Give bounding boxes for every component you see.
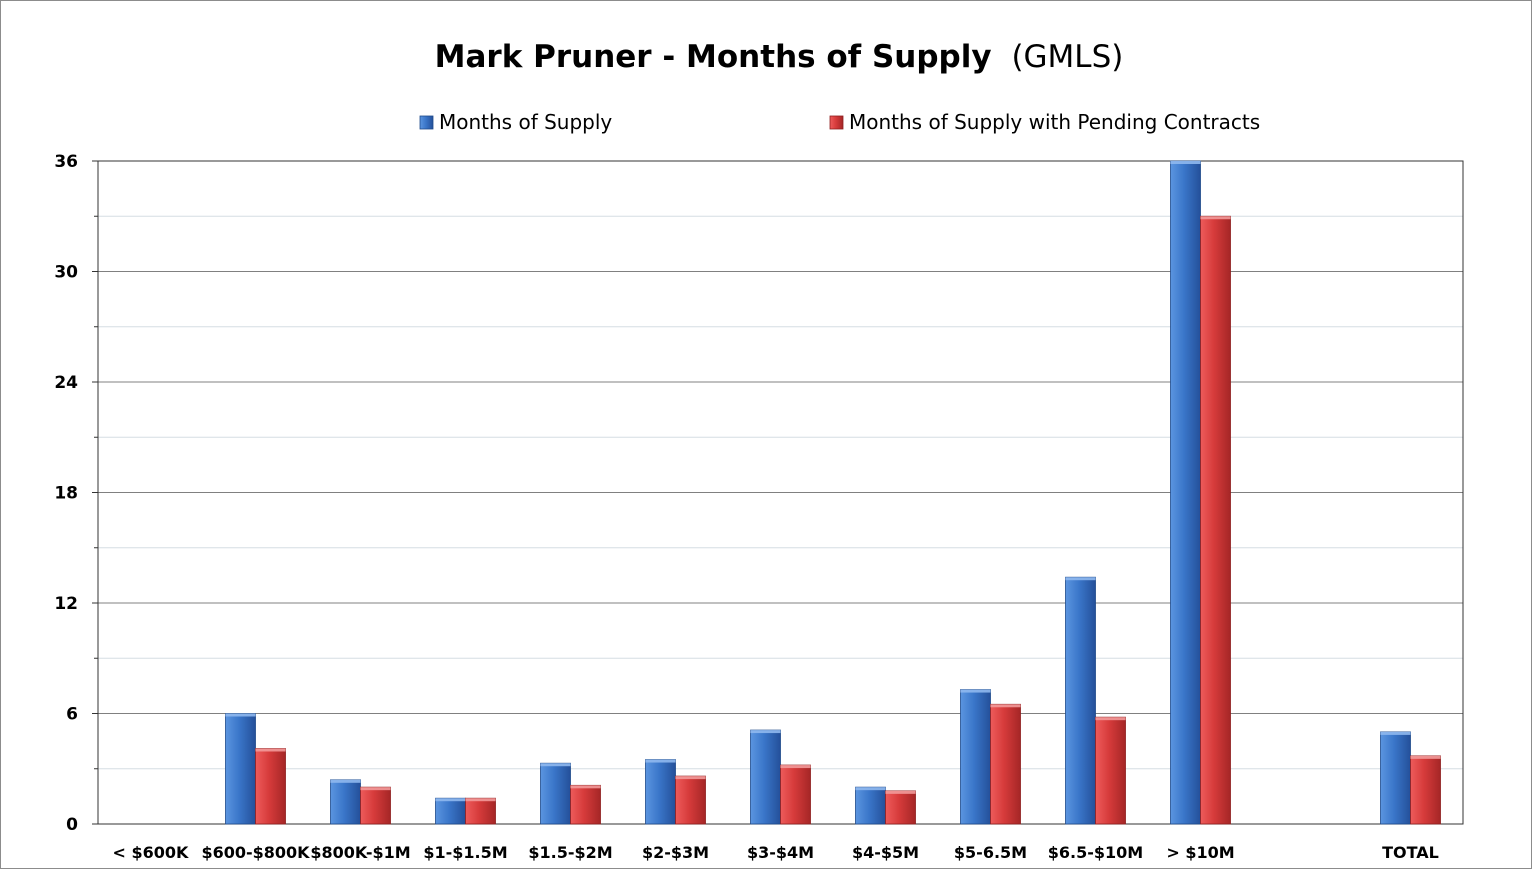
bar-pending-contracts bbox=[675, 775, 706, 825]
bar-pending-contracts bbox=[990, 703, 1021, 825]
bar-pending-contracts bbox=[465, 797, 496, 825]
y-tick-label: 30 bbox=[54, 263, 78, 283]
x-tick-label: $1-$1.5M bbox=[423, 843, 507, 862]
svg-text:Mark Pruner - Months of Supply: Mark Pruner - Months of Supply (GMLS) bbox=[435, 39, 1124, 75]
bars bbox=[225, 160, 1441, 825]
bar-pending-contracts bbox=[360, 786, 391, 825]
y-tick-label: 36 bbox=[54, 152, 78, 172]
bar-months-of-supply bbox=[645, 759, 676, 825]
legend-swatch bbox=[419, 115, 434, 130]
x-tick-label: $4-$5M bbox=[852, 843, 919, 862]
bar-pending-contracts bbox=[1200, 215, 1231, 825]
legend-swatch bbox=[829, 115, 844, 130]
y-tick-label: 0 bbox=[66, 815, 78, 835]
x-tick-label: $600-$800K bbox=[201, 843, 310, 862]
legend-entry-1: Months of Supply with Pending Contracts bbox=[829, 110, 1260, 134]
bar-months-of-supply bbox=[225, 713, 256, 825]
x-tick-label: $2-$3M bbox=[642, 843, 709, 862]
bar-months-of-supply bbox=[1065, 576, 1096, 825]
bar-months-of-supply bbox=[855, 786, 886, 825]
x-tick-label: $3-$4M bbox=[747, 843, 814, 862]
bar-months-of-supply bbox=[1380, 731, 1411, 825]
x-tick-label: > $10M bbox=[1166, 843, 1234, 862]
bar-months-of-supply bbox=[540, 762, 571, 825]
bar-pending-contracts bbox=[780, 764, 811, 825]
bar-months-of-supply bbox=[1170, 160, 1201, 825]
legend-entry-0: Months of Supply bbox=[419, 110, 612, 134]
x-tick-label: $5-6.5M bbox=[954, 843, 1027, 862]
bar-pending-contracts bbox=[570, 784, 601, 825]
legend: Months of Supply Months of Supply with Pe… bbox=[419, 110, 1260, 134]
bar-pending-contracts bbox=[255, 748, 286, 825]
grid bbox=[98, 160, 1463, 770]
bar-pending-contracts bbox=[1410, 755, 1441, 825]
y-tick-label: 6 bbox=[66, 705, 78, 725]
x-tick-label: < $600K bbox=[113, 843, 190, 862]
bar-months-of-supply bbox=[330, 779, 361, 825]
bar-pending-contracts bbox=[1095, 716, 1126, 825]
x-tick-label: $800K-$1M bbox=[310, 843, 410, 862]
bar-months-of-supply bbox=[750, 729, 781, 825]
y-axis: 0 6 12 18 24 30 36 bbox=[54, 152, 98, 835]
bar-months-of-supply bbox=[435, 797, 466, 825]
x-tick-label: TOTAL bbox=[1382, 843, 1439, 862]
y-tick-label: 12 bbox=[54, 594, 78, 614]
chart-title: Mark Pruner - Months of Supply (GMLS) bbox=[435, 39, 1124, 75]
x-tick-label: $6.5-$10M bbox=[1048, 843, 1143, 862]
chart-title-suffix: (GMLS) bbox=[1011, 39, 1123, 75]
legend-label: Months of Supply with Pending Contracts bbox=[849, 110, 1260, 134]
y-tick-label: 24 bbox=[54, 373, 78, 393]
bar-months-of-supply bbox=[960, 689, 991, 825]
x-tick-label: $1.5-$2M bbox=[528, 843, 612, 862]
chart-title-main: Mark Pruner - Months of Supply bbox=[435, 39, 992, 75]
legend-label: Months of Supply bbox=[439, 110, 612, 134]
bar-pending-contracts bbox=[885, 790, 916, 825]
x-axis: < $600K $600-$800K $800K-$1M $1-$1.5M $1.5-$… bbox=[113, 843, 1439, 862]
y-tick-label: 18 bbox=[54, 484, 78, 504]
